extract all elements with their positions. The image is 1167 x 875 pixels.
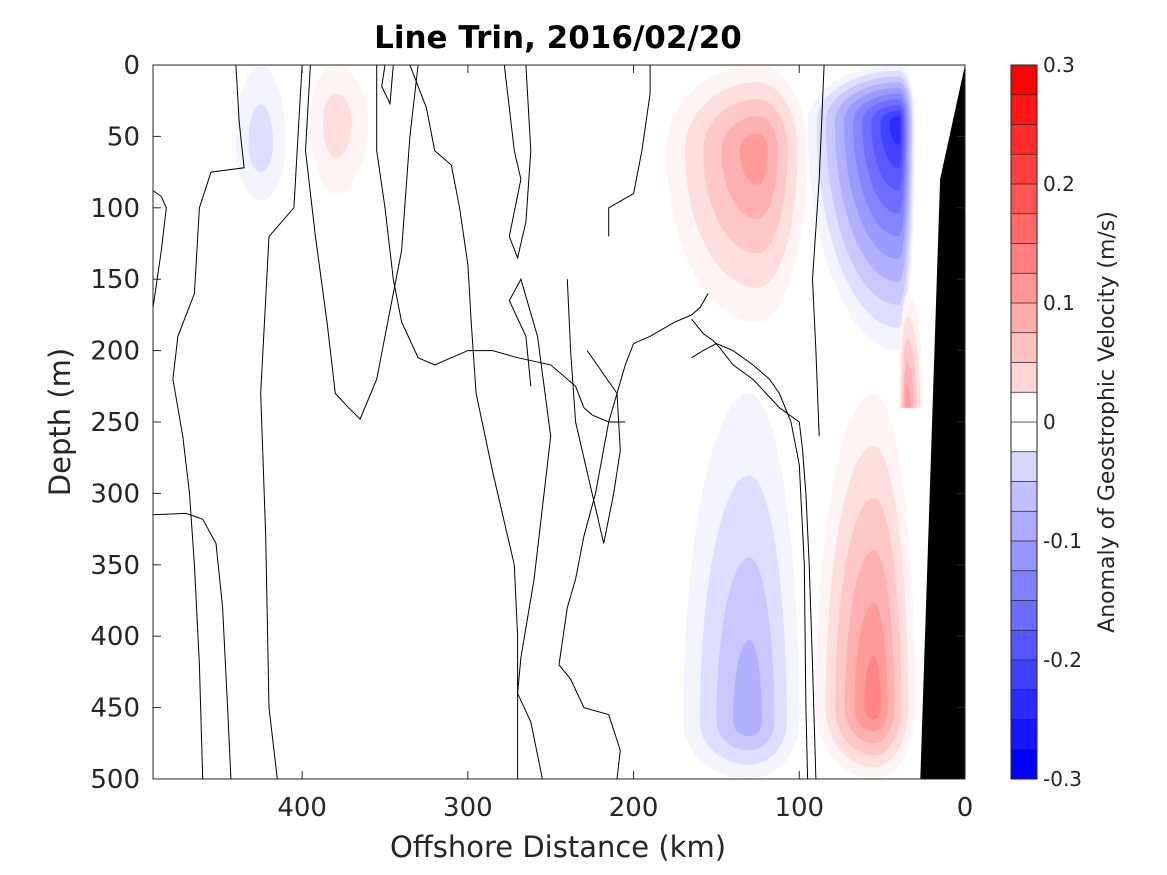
colorbar-band bbox=[1011, 303, 1037, 334]
y-tick-label: 350 bbox=[90, 551, 140, 581]
colorbar-band bbox=[1011, 541, 1037, 572]
x-axis: 400 300 200 100 0 bbox=[277, 65, 973, 823]
colorbar-tick-label: 0 bbox=[1043, 410, 1056, 434]
colorbar-band bbox=[1011, 719, 1037, 750]
velocity-core-4 bbox=[807, 65, 916, 351]
colorbar-label: Anomaly of Geostrophic Velocity (m/s) bbox=[1095, 211, 1120, 633]
colorbar: 0.3 0.2 0.1 0 -0.1 -0.2 -0.3 bbox=[1010, 53, 1082, 791]
zero-contour-15 bbox=[811, 65, 825, 437]
velocity-core-1 bbox=[683, 393, 800, 779]
zero-contour-2 bbox=[153, 512, 232, 779]
colorbar-band bbox=[1011, 511, 1037, 542]
colorbar-tick-label: -0.3 bbox=[1043, 767, 1082, 791]
zero-contour-13 bbox=[376, 65, 626, 423]
y-tick-label: 200 bbox=[90, 337, 140, 367]
chart-title: Line Trin, 2016/02/20 bbox=[374, 20, 742, 56]
velocity-core-2 bbox=[815, 393, 916, 779]
colorbar-band bbox=[1011, 600, 1037, 631]
velocity-level-band bbox=[248, 104, 274, 173]
velocity-fill-layer bbox=[235, 65, 924, 779]
colorbar-band bbox=[1011, 660, 1037, 691]
colorbar-band bbox=[1011, 481, 1037, 512]
x-tick-label: 400 bbox=[277, 793, 327, 823]
velocity-level-band bbox=[739, 133, 768, 185]
zero-contour-9 bbox=[508, 277, 552, 779]
x-tick-label: 200 bbox=[609, 793, 659, 823]
velocity-core-5 bbox=[235, 65, 286, 201]
velocity-level-band bbox=[733, 639, 762, 737]
x-tick-label: 0 bbox=[957, 793, 974, 823]
colorbar-band bbox=[1011, 630, 1037, 661]
x-tick-label: 300 bbox=[443, 793, 493, 823]
plot-area bbox=[152, 64, 966, 780]
y-tick-label: 50 bbox=[107, 122, 140, 152]
y-tick-label: 0 bbox=[123, 51, 140, 81]
y-tick-label: 300 bbox=[90, 479, 140, 509]
colorbar-frame bbox=[1010, 64, 1038, 780]
y-axis: 0 50 100 150 200 250 300 350 400 450 500 bbox=[90, 51, 965, 795]
colorbar-band bbox=[1011, 243, 1037, 274]
colorbar-band bbox=[1011, 65, 1037, 96]
velocity-core-6 bbox=[310, 65, 369, 194]
colorbar-band bbox=[1011, 94, 1037, 125]
colorbar-tick-label: 0.2 bbox=[1043, 172, 1075, 196]
y-tick-label: 150 bbox=[90, 265, 140, 295]
velocity-core-3 bbox=[666, 65, 808, 323]
colorbar-band bbox=[1011, 213, 1037, 244]
zero-contour-10 bbox=[566, 279, 621, 544]
colorbar-tick-label: -0.1 bbox=[1043, 529, 1082, 553]
zero-contour-1 bbox=[153, 190, 167, 308]
y-tick-label: 500 bbox=[90, 765, 140, 795]
colorbar-band bbox=[1011, 124, 1037, 155]
colorbar-band bbox=[1011, 154, 1037, 185]
zero-contour-16 bbox=[691, 318, 817, 779]
colorbar-band bbox=[1011, 392, 1037, 423]
colorbar-tick-label: -0.2 bbox=[1043, 648, 1082, 672]
velocity-level-band bbox=[905, 384, 911, 408]
zero-contour-6 bbox=[409, 65, 519, 779]
zero-contour-7 bbox=[304, 65, 419, 420]
velocity-level-band bbox=[864, 655, 881, 720]
y-tick-label: 100 bbox=[90, 194, 140, 224]
colorbar-band bbox=[1011, 273, 1037, 304]
seafloor-mask bbox=[920, 65, 965, 779]
y-tick-label: 400 bbox=[90, 622, 140, 652]
y-tick-label: 450 bbox=[90, 694, 140, 724]
zero-contour-layer bbox=[153, 65, 825, 779]
zero-contour-11 bbox=[558, 293, 709, 779]
colorbar-tick-label: 0.1 bbox=[1043, 291, 1075, 315]
colorbar-band bbox=[1011, 332, 1037, 363]
colorbar-band bbox=[1011, 749, 1037, 780]
y-tick-label: 250 bbox=[90, 408, 140, 438]
zero-contour-8 bbox=[503, 65, 532, 260]
colorbar-band bbox=[1011, 689, 1037, 720]
x-tick-label: 100 bbox=[774, 793, 824, 823]
colorbar-band bbox=[1011, 362, 1037, 393]
zero-contour-4 bbox=[260, 65, 303, 779]
seafloor-layer bbox=[920, 65, 965, 779]
colorbar-band bbox=[1011, 422, 1037, 453]
y-axis-label: Depth (m) bbox=[43, 348, 77, 496]
colorbar-band bbox=[1011, 570, 1037, 601]
zero-contour-12 bbox=[608, 65, 651, 237]
colorbar-tick-label: 0.3 bbox=[1043, 53, 1075, 77]
velocity-level-band bbox=[322, 93, 352, 158]
velocity-level-band bbox=[889, 116, 901, 145]
zero-contour-5 bbox=[381, 65, 394, 106]
zero-contour-14 bbox=[691, 342, 809, 779]
velocity-core-7 bbox=[898, 293, 924, 408]
x-axis-label: Offshore Distance (km) bbox=[390, 830, 726, 864]
colorbar-band bbox=[1011, 184, 1037, 215]
zero-contour-3 bbox=[172, 65, 245, 779]
colorbar-band bbox=[1011, 451, 1037, 482]
